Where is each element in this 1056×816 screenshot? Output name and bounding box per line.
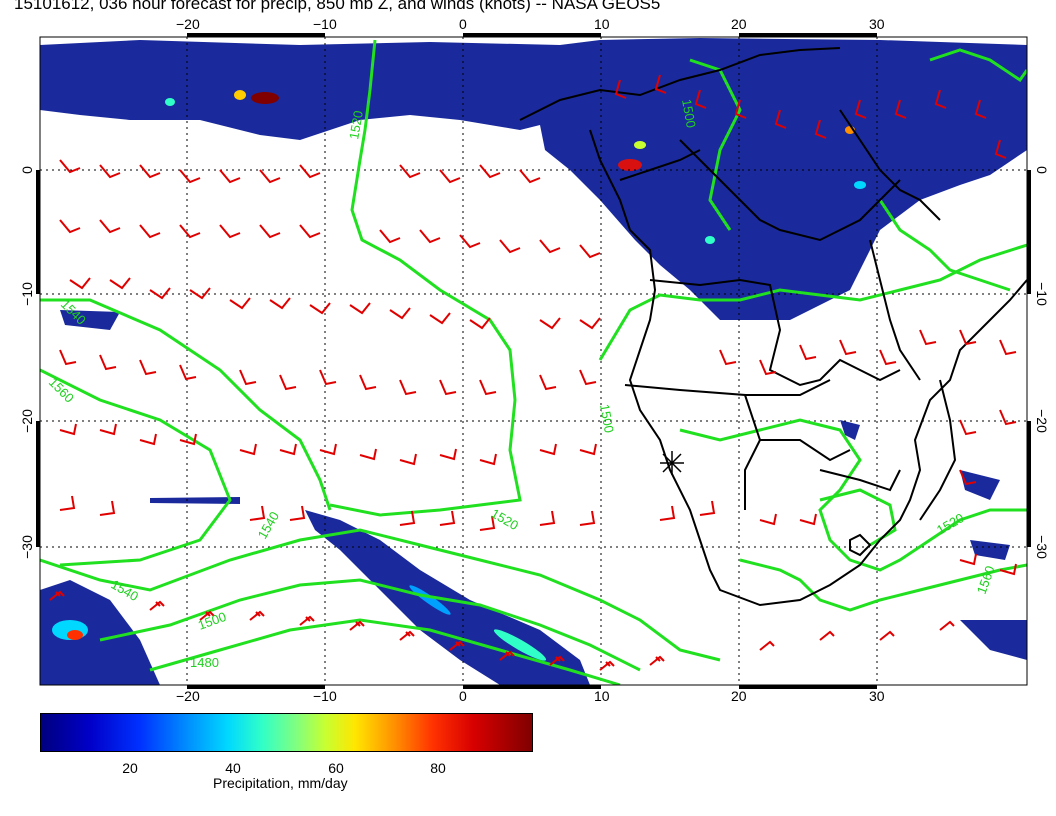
contour-label: 1480 — [190, 655, 219, 670]
colorbar-label: Precipitation, mm/day — [213, 775, 348, 791]
top-lon-ticks: −20 −10 0 10 20 30 — [176, 16, 885, 32]
bottom-lon-tick: −20 — [176, 688, 200, 704]
bottom-lon-ticks: −20 −10 0 10 20 30 — [176, 688, 885, 704]
colorbar-gradient — [40, 713, 533, 752]
right-lat-tick: −20 — [1034, 409, 1050, 433]
right-lat-tick: 0 — [1034, 166, 1050, 174]
wind-barbs — [49, 74, 1017, 671]
height-contours — [40, 39, 1027, 685]
contour-label: 1500 — [679, 98, 699, 129]
top-lon-tick: 20 — [731, 16, 747, 32]
right-lat-tick: −10 — [1034, 282, 1050, 306]
top-lon-tick: 10 — [594, 16, 610, 32]
left-lat-tick: 0 — [19, 166, 35, 174]
precip-colorbar — [40, 713, 533, 753]
colorbar-tick: 20 — [122, 760, 138, 776]
right-lat-tick: −30 — [1034, 535, 1050, 559]
top-lon-tick: −20 — [176, 16, 200, 32]
colorbar-tick: 40 — [225, 760, 241, 776]
top-lon-tick: 30 — [869, 16, 885, 32]
map-title: 15101612, 036 hour forecast for precip, … — [14, 0, 661, 13]
bottom-lon-tick: 0 — [459, 688, 467, 704]
graticule — [40, 37, 1027, 685]
left-lat-tick: −20 — [19, 409, 35, 433]
bottom-lon-tick: −10 — [313, 688, 337, 704]
top-lon-tick: 0 — [459, 16, 467, 32]
location-marker-icon — [660, 451, 684, 475]
colorbar-tick: 60 — [328, 760, 344, 776]
bottom-lon-tick: 10 — [594, 688, 610, 704]
precip-hotspots — [52, 90, 866, 661]
left-lat-tick: −30 — [19, 535, 35, 559]
map-frame-ticks — [36, 33, 1031, 689]
bottom-lon-tick: 30 — [869, 688, 885, 704]
left-lat-tick: −10 — [19, 282, 35, 306]
colorbar-tick: 80 — [430, 760, 446, 776]
contour-label: 1520 — [346, 109, 366, 140]
right-lat-ticks: 0 −10 −20 −30 — [1034, 166, 1050, 559]
coastlines — [519, 47, 1027, 607]
left-lat-ticks: 0 −10 −20 −30 — [19, 166, 35, 559]
contour-label: 1500 — [597, 403, 617, 434]
bottom-lon-tick: 20 — [731, 688, 747, 704]
top-lon-tick: −10 — [313, 16, 337, 32]
